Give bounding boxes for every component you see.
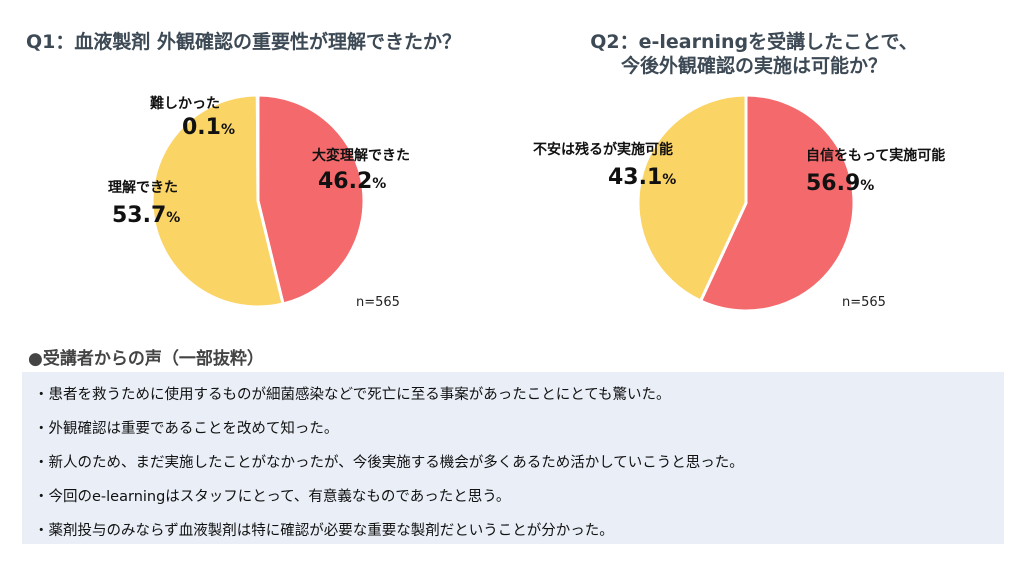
q1-value-2: 0.1 [182, 115, 221, 140]
q1-pct-0: % [372, 176, 386, 192]
voice-item: ・今回のe-learningはスタッフにとって、有意義なものであったと思う。 [34, 489, 511, 505]
q1-slice-0 [256, 93, 366, 306]
q2-label-value-0: 56.9% [806, 171, 874, 196]
q1-n-label: n=565 [356, 295, 400, 310]
q2-pct-0: % [860, 178, 874, 194]
q2-slice-1 [636, 93, 748, 303]
q1-label-name-2: 難しかった [150, 95, 220, 112]
q2-title: Q2：e-learningを受講したことで、 今後外観確認の実施は可能か？ [574, 30, 934, 78]
voice-item: ・外観確認は重要であることを改めて知った。 [34, 421, 339, 437]
q1-title: Q1：血液製剤 外観確認の重要性が理解できたか？ [26, 31, 461, 53]
voice-item: ・新人のため、まだ実施したことがなかったが、今後実施する機会が多くあるため活かし… [34, 455, 744, 471]
q2-title-line2: 今後外観確認の実施は可能か？ [620, 55, 887, 77]
voices-title: ●受講者からの声（一部抜粋） [28, 349, 264, 369]
q2-pie-chart [636, 93, 856, 313]
q2-label-name-1: 不安は残るが実施可能 [533, 141, 673, 158]
q1-pct-1: % [166, 210, 180, 226]
pie-charts: 大変理解できた 46.2% 理解できた 53.7% 難しかった 0.1% n=5… [108, 93, 945, 313]
voices-box: ・患者を救うために使用するものが細菌感染などで死亡に至る事案があったことにとても… [22, 372, 1004, 544]
q1-slice-2 [255, 93, 260, 203]
q1-label-value-2: 0.1% [182, 115, 235, 140]
q1-label-value-1: 53.7% [112, 203, 180, 228]
q2-slice-0 [699, 93, 856, 313]
voice-item: ・薬剤投与のみならず血液製剤は特に確認が必要な重要な製剤だということが分かった。 [34, 523, 614, 539]
q2-label-value-1: 43.1% [608, 165, 676, 190]
q1-pie-chart [150, 93, 366, 309]
q2-title-line1: Q2：e-learningを受講したことで、 [590, 31, 918, 53]
q1-value-1: 53.7 [112, 203, 166, 228]
q1-slice-1 [150, 93, 285, 309]
q2-value-1: 43.1 [608, 165, 662, 190]
q2-label-name-0: 自信をもって実施可能 [806, 147, 945, 164]
q1-pct-2: % [221, 122, 235, 138]
q1-value-0: 46.2 [318, 169, 372, 194]
q2-pct-1: % [662, 172, 676, 188]
q2-n-label: n=565 [842, 295, 886, 310]
q1-label-value-0: 46.2% [318, 169, 386, 194]
q2-value-0: 56.9 [806, 171, 860, 196]
q1-label-name-0: 大変理解できた [312, 147, 410, 164]
voice-item: ・患者を救うために使用するものが細菌感染などで死亡に至る事案があったことにとても… [34, 387, 671, 403]
q1-label-name-1: 理解できた [108, 179, 178, 196]
